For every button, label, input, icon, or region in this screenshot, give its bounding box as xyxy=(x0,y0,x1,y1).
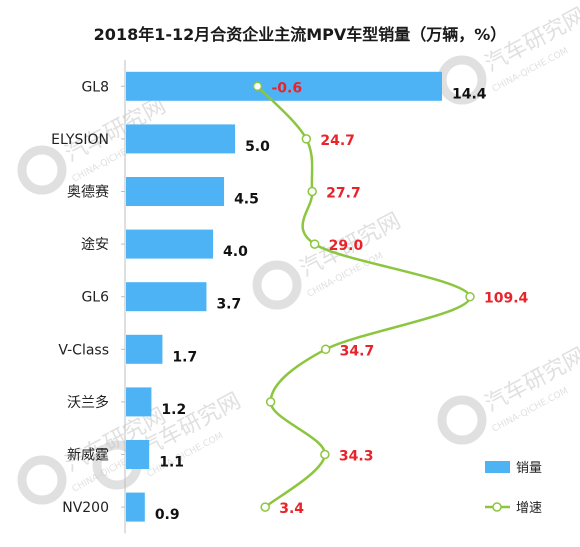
legend-label: 增速 xyxy=(516,501,542,516)
category-label: V-Class xyxy=(58,342,109,358)
bar-value-label: 14.4 xyxy=(452,86,487,102)
bar-value-label: 0.9 xyxy=(155,507,180,523)
growth-point xyxy=(260,502,270,512)
growth-value-label: 34.3 xyxy=(339,449,374,465)
growth-value-label: 24.7 xyxy=(320,133,355,149)
bar-value-label: 1.2 xyxy=(161,402,186,418)
growth-value-label: 109.4 xyxy=(484,291,529,307)
legend-swatch-bar xyxy=(485,461,510,473)
bar xyxy=(126,71,442,101)
bar xyxy=(126,440,150,469)
category-label: 奥德赛 xyxy=(67,184,109,201)
line-layer: -0.6 24.7 27.7 29.0 109.4 34.7 34.3 3.4 xyxy=(252,80,529,517)
growth-point xyxy=(309,239,320,249)
growth-value-label: 34.7 xyxy=(340,343,375,359)
category-label: 沃兰多 xyxy=(67,394,109,411)
growth-point xyxy=(265,397,276,407)
growth-value-label: -0.6 xyxy=(271,80,302,96)
legend-label: 销量 xyxy=(516,461,542,476)
bar xyxy=(126,124,236,154)
bar-value-label: 3.7 xyxy=(216,297,241,313)
growth-point xyxy=(465,291,475,302)
watermark-logo-icon xyxy=(17,145,67,195)
watermark-logo-icon xyxy=(17,455,67,505)
growth-value-label: 3.4 xyxy=(279,501,304,517)
growth-point xyxy=(320,344,331,355)
category-label: ELYSION xyxy=(51,132,109,148)
bar xyxy=(126,229,214,259)
bar xyxy=(126,334,163,364)
category-label: NV200 xyxy=(62,500,109,516)
bar xyxy=(126,387,152,417)
category-label: GL6 xyxy=(81,290,109,306)
growth-point xyxy=(307,186,317,197)
bar-value-label: 4.0 xyxy=(223,244,248,260)
legend-swatch-point xyxy=(492,502,502,512)
bar-value-label: 1.1 xyxy=(159,455,184,471)
watermark-logo-icon xyxy=(252,260,302,310)
growth-point xyxy=(320,449,330,460)
bar-value-label: 1.7 xyxy=(172,349,197,365)
bar xyxy=(126,282,207,312)
bar-layer: 14.4 5.0 4.5 4.0 3.7 1.7 1.2 1.1 0.9 xyxy=(126,71,487,523)
chart-title: 2018年1-12月合资企业主流MPV车型销量（万辆，%） xyxy=(94,25,507,44)
growth-value-label: 29.0 xyxy=(329,238,364,254)
watermark-logo-icon xyxy=(437,395,487,445)
growth-point xyxy=(301,134,312,144)
bar xyxy=(126,492,145,522)
category-label: 新威霆 xyxy=(67,448,109,464)
growth-point xyxy=(252,81,263,92)
category-label: GL8 xyxy=(81,79,109,95)
category-label: 途安 xyxy=(81,236,109,253)
growth-value-label: 27.7 xyxy=(326,186,361,202)
bar-value-label: 5.0 xyxy=(245,139,270,155)
bar-value-label: 4.5 xyxy=(234,192,259,208)
bar xyxy=(126,177,225,206)
